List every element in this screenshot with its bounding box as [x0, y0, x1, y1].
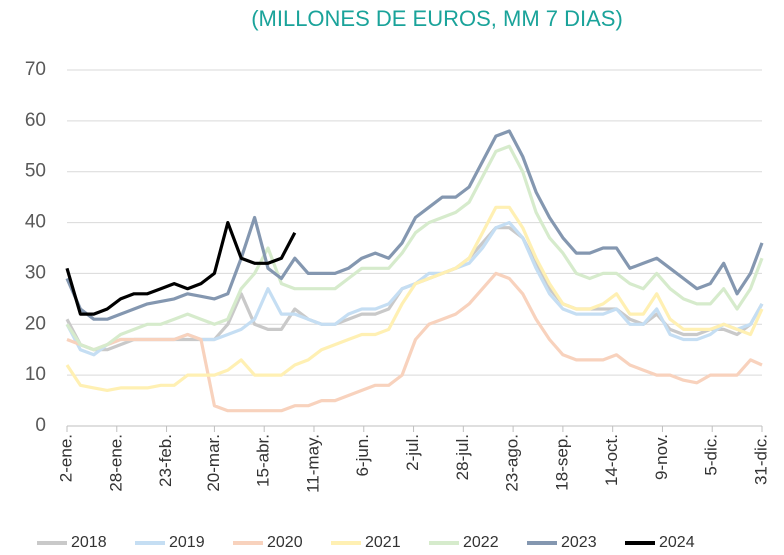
x-tick-label: 23-feb. [156, 434, 175, 487]
x-tick-label: 11-may. [303, 434, 322, 493]
series-line [65, 129, 764, 321]
x-tick-label: 28-ene. [106, 434, 125, 492]
y-tick-label: 60 [25, 110, 46, 131]
series-line [65, 226, 764, 352]
legend-label: 2024 [659, 534, 695, 551]
y-tick-label: 40 [25, 212, 46, 233]
legend-label: 2020 [267, 534, 303, 551]
x-tick-label: 15-abr. [254, 434, 273, 487]
series-line [65, 144, 764, 352]
x-tick-label: 9-nov. [652, 434, 671, 480]
x-tick-label: 23-ago. [503, 434, 522, 492]
y-tick-label: 0 [35, 415, 46, 436]
series-line [66, 271, 763, 413]
x-tick-label: 2-ene. [56, 434, 75, 482]
x-tick-label: 20-mar. [204, 434, 223, 492]
x-tick-label: 5-dic. [702, 434, 721, 476]
y-tick-label: 20 [25, 313, 46, 334]
series-line [65, 221, 764, 357]
legend-label: 2022 [463, 534, 499, 551]
x-tick-label: 18-sep. [552, 434, 571, 491]
legend-label: 2021 [365, 534, 401, 551]
series-line [65, 221, 297, 316]
y-tick-label: 50 [25, 161, 46, 182]
series-line [65, 205, 764, 392]
legend-label: 2019 [169, 534, 205, 551]
chart-title: (MILLONES DE EUROS, MM 7 DIAS) [251, 6, 623, 31]
x-tick-label: 31-dic. [751, 434, 770, 485]
x-tick-label: 28-jul. [453, 434, 472, 480]
legend-label: 2018 [71, 534, 107, 551]
y-tick-label: 70 [25, 59, 46, 80]
legend-label: 2023 [561, 534, 597, 551]
x-tick-label: 2-jul. [403, 434, 422, 471]
y-tick-label: 30 [25, 262, 46, 283]
x-tick-label: 6-jun. [353, 434, 372, 477]
x-tick-label: 14-oct. [602, 434, 621, 486]
y-tick-label: 10 [25, 364, 46, 385]
